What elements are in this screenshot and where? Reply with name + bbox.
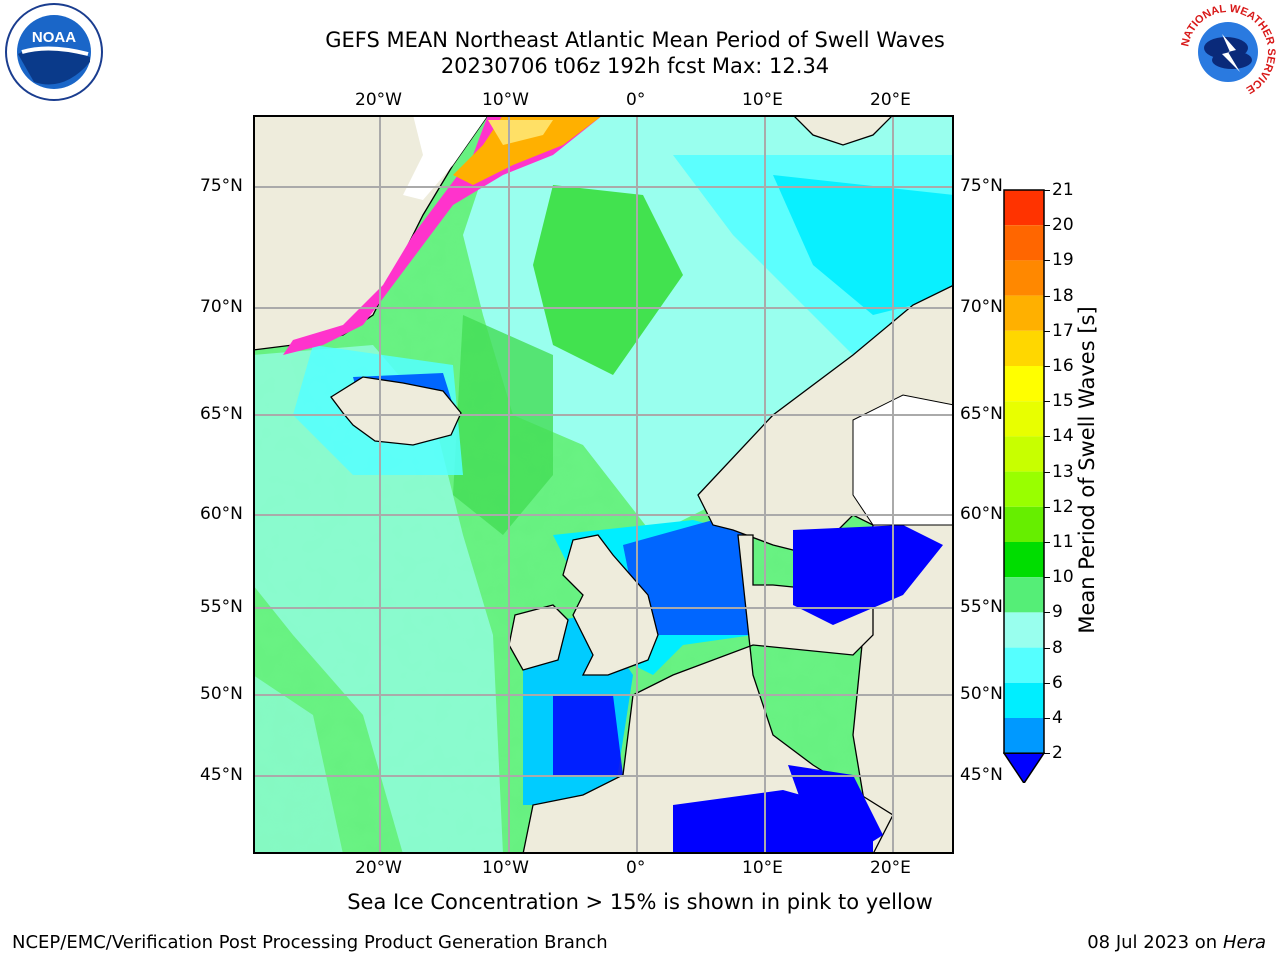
lon-label-bottom-20w: 20°W xyxy=(355,858,402,878)
colorbar xyxy=(1002,188,1046,785)
colorbar-tick-label: 13 xyxy=(1052,461,1074,482)
colorbar-tick-mark xyxy=(1044,718,1050,719)
colorbar-label: Mean Period of Swell Waves [s] xyxy=(1075,306,1099,634)
colorbar-tick-label: 21 xyxy=(1052,180,1074,200)
colorbar-tick-label: 15 xyxy=(1052,391,1074,412)
colorbar-tick-mark xyxy=(1044,647,1050,649)
colorbar-segment xyxy=(1004,647,1044,683)
colorbar-tick-mark xyxy=(1044,682,1050,684)
colorbar-tick-mark xyxy=(1044,471,1050,473)
colorbar-segment xyxy=(1004,471,1044,507)
lon-label-top-20w: 20°W xyxy=(355,90,402,110)
colorbar-tick-label: 17 xyxy=(1052,320,1074,341)
colorbar-tick-label: 6 xyxy=(1052,672,1063,693)
lat-label-right-70n: 70°N xyxy=(960,297,1003,317)
colorbar-tick-mark xyxy=(1044,753,1050,755)
colorbar-segment xyxy=(1004,330,1044,366)
colorbar-segment xyxy=(1004,436,1044,472)
colorbar-tick-label: 18 xyxy=(1052,285,1074,306)
lat-label-left-45n: 45°N xyxy=(200,765,243,785)
lon-label-bottom-0: 0° xyxy=(626,858,646,878)
lat-label-right-50n: 50°N xyxy=(960,684,1003,704)
colorbar-tick-mark xyxy=(1044,225,1050,227)
lat-label-left-55n: 55°N xyxy=(200,597,243,617)
colorbar-tick-mark xyxy=(1044,612,1050,614)
swell-zone-green xyxy=(533,185,683,375)
lon-label-bottom-20e: 20°E xyxy=(870,858,911,878)
colorbar-tick-mark xyxy=(1044,260,1050,262)
lat-label-left-70n: 70°N xyxy=(200,297,243,317)
footer-date: 08 Jul 2023 on Hera xyxy=(1087,932,1266,953)
lat-label-left-50n: 50°N xyxy=(200,684,243,704)
lat-label-right-65n: 65°N xyxy=(960,404,1003,424)
colorbar-segment xyxy=(1004,366,1044,402)
colorbar-tick-label: 14 xyxy=(1052,426,1074,447)
sea-ice-note: Sea Ice Concentration > 15% is shown in … xyxy=(347,890,933,914)
graticule xyxy=(253,115,954,854)
colorbar-tick-label: 11 xyxy=(1052,532,1074,552)
colorbar-tick-label: 2 xyxy=(1052,743,1063,764)
colorbar-extend-arrow xyxy=(1002,752,1046,785)
lon-label-bottom-10w: 10°W xyxy=(482,858,529,878)
colorbar-tick-mark xyxy=(1044,401,1050,403)
colorbar-segment xyxy=(1004,682,1044,718)
colorbar-tick-mark xyxy=(1044,330,1050,332)
colorbar-tick-label: 9 xyxy=(1052,602,1063,623)
footer-host: Hera xyxy=(1222,932,1266,953)
colorbar-tick-label: 8 xyxy=(1052,637,1063,658)
sea-ice-band xyxy=(283,115,603,355)
swell-period-map xyxy=(252,114,955,855)
lat-label-right-45n: 45°N xyxy=(960,765,1003,785)
lon-label-bottom-10e: 10°E xyxy=(742,858,783,878)
lat-label-right-75n: 75°N xyxy=(960,176,1003,196)
colorbar-tick-label: 16 xyxy=(1052,356,1074,376)
map-panel xyxy=(252,114,955,855)
chart-title: GEFS MEAN Northeast Atlantic Mean Period… xyxy=(325,28,945,52)
lat-label-left-75n: 75°N xyxy=(200,176,243,196)
colorbar-tick-mark xyxy=(1044,436,1050,438)
colorbar-segment xyxy=(1004,190,1044,226)
noaa-logo: NOAA xyxy=(4,2,104,102)
lon-label-top-20e: 20°E xyxy=(870,90,911,110)
colorbar-segment xyxy=(1004,612,1044,648)
colorbar-tick-label: 4 xyxy=(1052,708,1063,728)
colorbar-segment xyxy=(1004,542,1044,578)
colorbar-tick-mark xyxy=(1044,295,1050,297)
colorbar-tick-label: 10 xyxy=(1052,567,1074,588)
colorbar-tick-mark xyxy=(1044,366,1050,367)
colorbar-tick-label: 19 xyxy=(1052,250,1074,271)
lon-label-top-10e: 10°E xyxy=(742,90,783,110)
colorbar-segment xyxy=(1004,225,1044,261)
colorbar-segment xyxy=(1004,577,1044,613)
lon-label-top-0: 0° xyxy=(626,90,646,110)
footer-date-text: 08 Jul 2023 on xyxy=(1087,932,1223,953)
noaa-logo-text: NOAA xyxy=(32,29,76,46)
colorbar-tick-mark xyxy=(1044,542,1050,543)
colorbar-segment xyxy=(1004,401,1044,437)
baltic-field xyxy=(793,525,943,625)
colorbar-tick-mark xyxy=(1044,190,1050,191)
colorbar-segment xyxy=(1004,295,1044,331)
lat-label-right-60n: 60°N xyxy=(960,504,1003,524)
nws-logo: NATIONAL WEATHER SERVICE xyxy=(1176,0,1280,104)
lat-label-left-65n: 65°N xyxy=(200,404,243,424)
lon-label-top-10w: 10°W xyxy=(482,90,529,110)
colorbar-tick-label: 12 xyxy=(1052,496,1074,517)
colorbar-tick-label: 20 xyxy=(1052,215,1074,236)
colorbar-segment xyxy=(1004,506,1044,542)
chart-subtitle: 20230706 t06z 192h fcst Max: 12.34 xyxy=(440,54,830,78)
footer-credit: NCEP/EMC/Verification Post Processing Pr… xyxy=(12,932,608,953)
colorbar-segment xyxy=(1004,260,1044,296)
colorbar-segment xyxy=(1004,718,1044,754)
colorbar-tick-mark xyxy=(1044,506,1050,508)
lat-label-right-55n: 55°N xyxy=(960,597,1003,617)
lat-label-left-60n: 60°N xyxy=(200,504,243,524)
colorbar-tick-mark xyxy=(1044,577,1050,579)
